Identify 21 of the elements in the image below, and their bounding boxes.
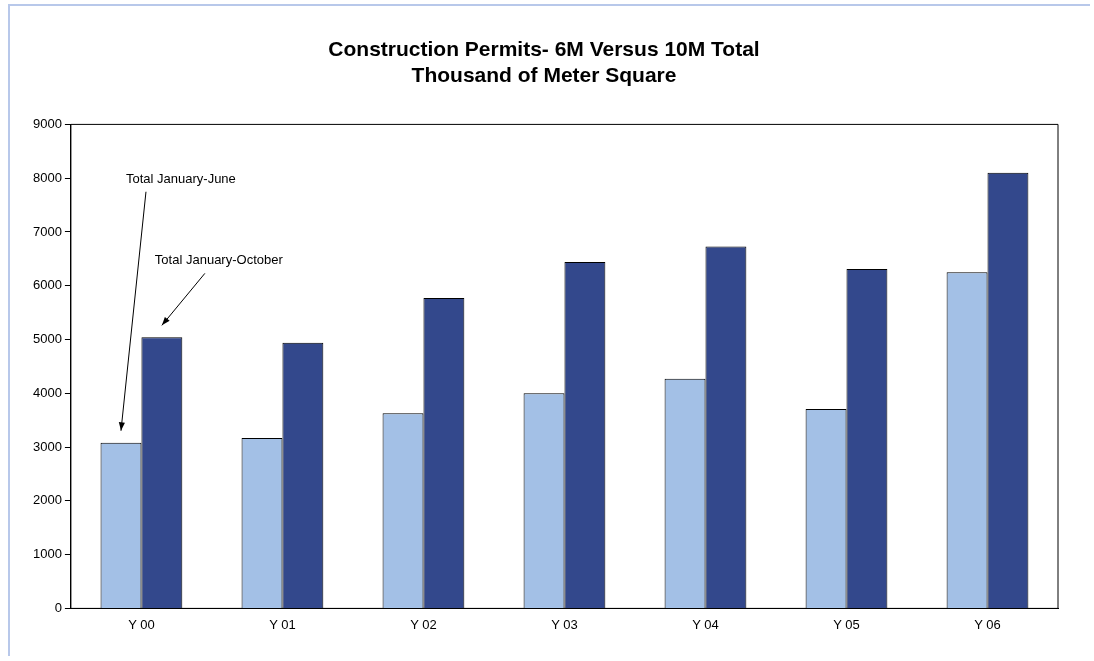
x-tick-label: Y 06 bbox=[974, 616, 1001, 632]
text: Thousand of Meter Square bbox=[411, 62, 677, 86]
text: Construction Permits- 6M Versus 10M Total bbox=[328, 37, 760, 61]
y-tick-label: 3000 bbox=[33, 438, 62, 454]
x-tick-label: Y 04 bbox=[692, 616, 719, 632]
y-tick-label: 1000 bbox=[33, 546, 62, 562]
y-tick-label: 4000 bbox=[33, 384, 62, 400]
y-tick-label: 8000 bbox=[33, 169, 62, 185]
x-tick-label: Y 02 bbox=[410, 616, 437, 632]
annotation: Total January-October bbox=[154, 252, 284, 268]
y-tick-label: 9000 bbox=[33, 115, 62, 131]
annotation: Total January-June bbox=[125, 170, 236, 186]
x-tick-label: Y 01 bbox=[269, 616, 296, 632]
y-tick-label: 0 bbox=[54, 599, 62, 615]
x-tick-label: Y 03 bbox=[551, 616, 578, 632]
x-tick-label: Y 00 bbox=[128, 616, 155, 632]
y-tick-label: 7000 bbox=[33, 223, 62, 239]
y-tick-label: 5000 bbox=[33, 331, 62, 347]
y-tick-label: 6000 bbox=[33, 277, 62, 293]
y-tick-label: 2000 bbox=[33, 492, 62, 508]
x-tick-label: Y 05 bbox=[833, 616, 860, 632]
